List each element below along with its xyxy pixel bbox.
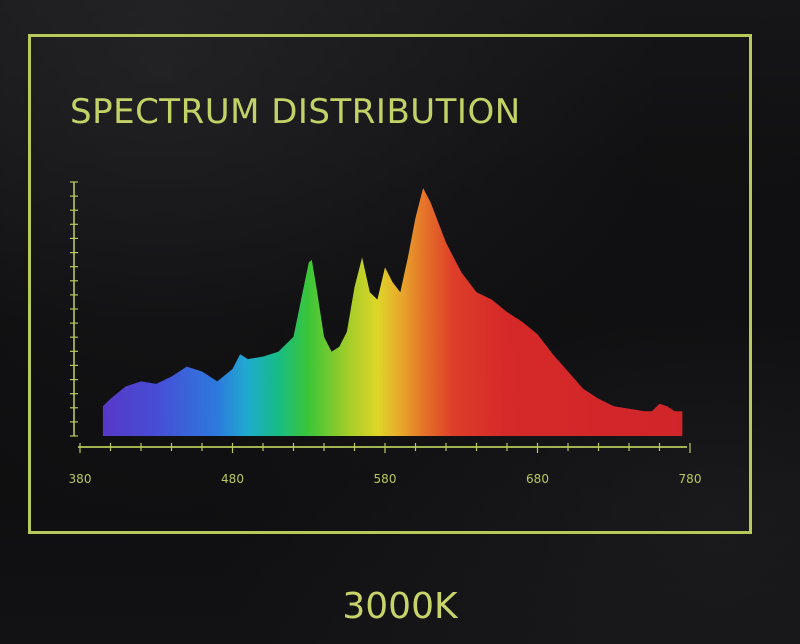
x-tick-label: 480	[221, 472, 244, 486]
color-temperature-label: 3000K	[342, 586, 458, 627]
x-tick-label: 380	[69, 472, 92, 486]
page-title: SPECTRUM DISTRIBUTION	[70, 92, 521, 132]
x-tick-label: 580	[374, 472, 397, 486]
x-tick-label: 680	[526, 472, 549, 486]
spectrum-area	[102, 188, 683, 436]
chart-frame	[28, 34, 752, 534]
x-tick-label: 780	[679, 472, 702, 486]
